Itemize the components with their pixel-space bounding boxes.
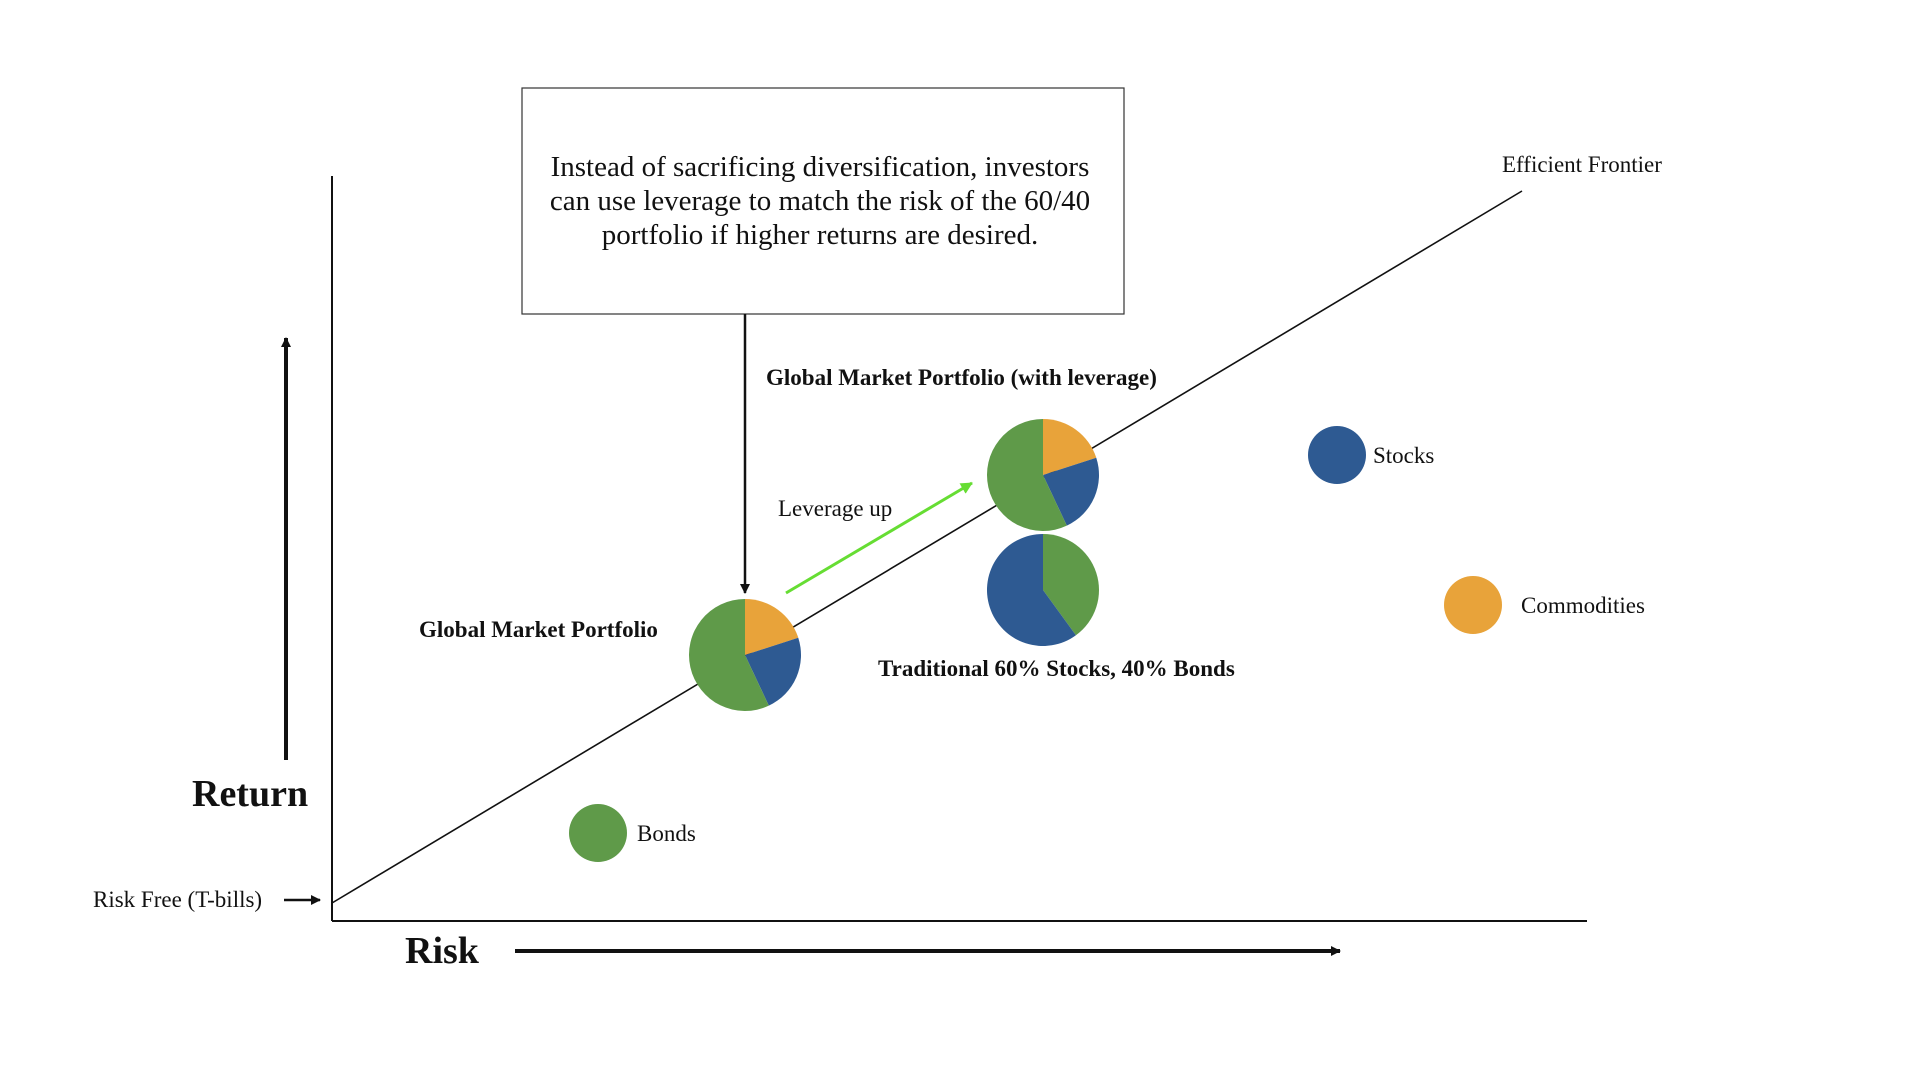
global-market-portfolio-leverage-label: Global Market Portfolio (with leverage) bbox=[766, 365, 1157, 390]
risk-free-label: Risk Free (T-bills) bbox=[93, 887, 263, 912]
leverage-up-arrow bbox=[785, 481, 973, 595]
pie-gmp-lev-slice-bonds bbox=[986, 418, 1067, 532]
return-axis-label: Return bbox=[192, 773, 309, 815]
efficient-frontier-label: Efficient Frontier bbox=[1502, 152, 1662, 177]
global-market-portfolio-leverage-pie bbox=[986, 418, 1099, 532]
stocks-label: Stocks bbox=[1373, 443, 1435, 468]
pie-gmp-slice-bonds bbox=[688, 599, 769, 712]
bonds-label: Bonds bbox=[637, 821, 696, 846]
pie-6040-slice-bonds bbox=[1043, 534, 1099, 636]
commodities-label: Commodities bbox=[1521, 593, 1645, 618]
pie-gmp-slice-stocks bbox=[745, 637, 801, 706]
callout-box bbox=[521, 87, 1125, 315]
global-market-portfolio-pie bbox=[688, 599, 801, 712]
risk-axis-label: Risk bbox=[405, 930, 479, 972]
traditional-60-40-pie bbox=[986, 534, 1099, 646]
efficient-frontier-line bbox=[331, 190, 1523, 904]
global-market-portfolio-label: Global Market Portfolio bbox=[419, 617, 658, 642]
pie-gmp-lev-slice-commodities bbox=[1043, 419, 1097, 475]
pie-gmp-lev-slice-stocks bbox=[1043, 457, 1099, 526]
callout-text: Instead of sacrificing diversification, … bbox=[549, 151, 1091, 251]
stocks-dot bbox=[1308, 426, 1366, 484]
bonds-dot bbox=[569, 804, 627, 862]
pie-6040-slice-stocks bbox=[986, 534, 1076, 646]
commodities-dot bbox=[1444, 576, 1502, 634]
traditional-60-40-label: Traditional 60% Stocks, 40% Bonds bbox=[878, 656, 1235, 681]
leverage-up-label: Leverage up bbox=[778, 496, 893, 521]
pie-gmp-slice-commodities bbox=[745, 599, 799, 655]
